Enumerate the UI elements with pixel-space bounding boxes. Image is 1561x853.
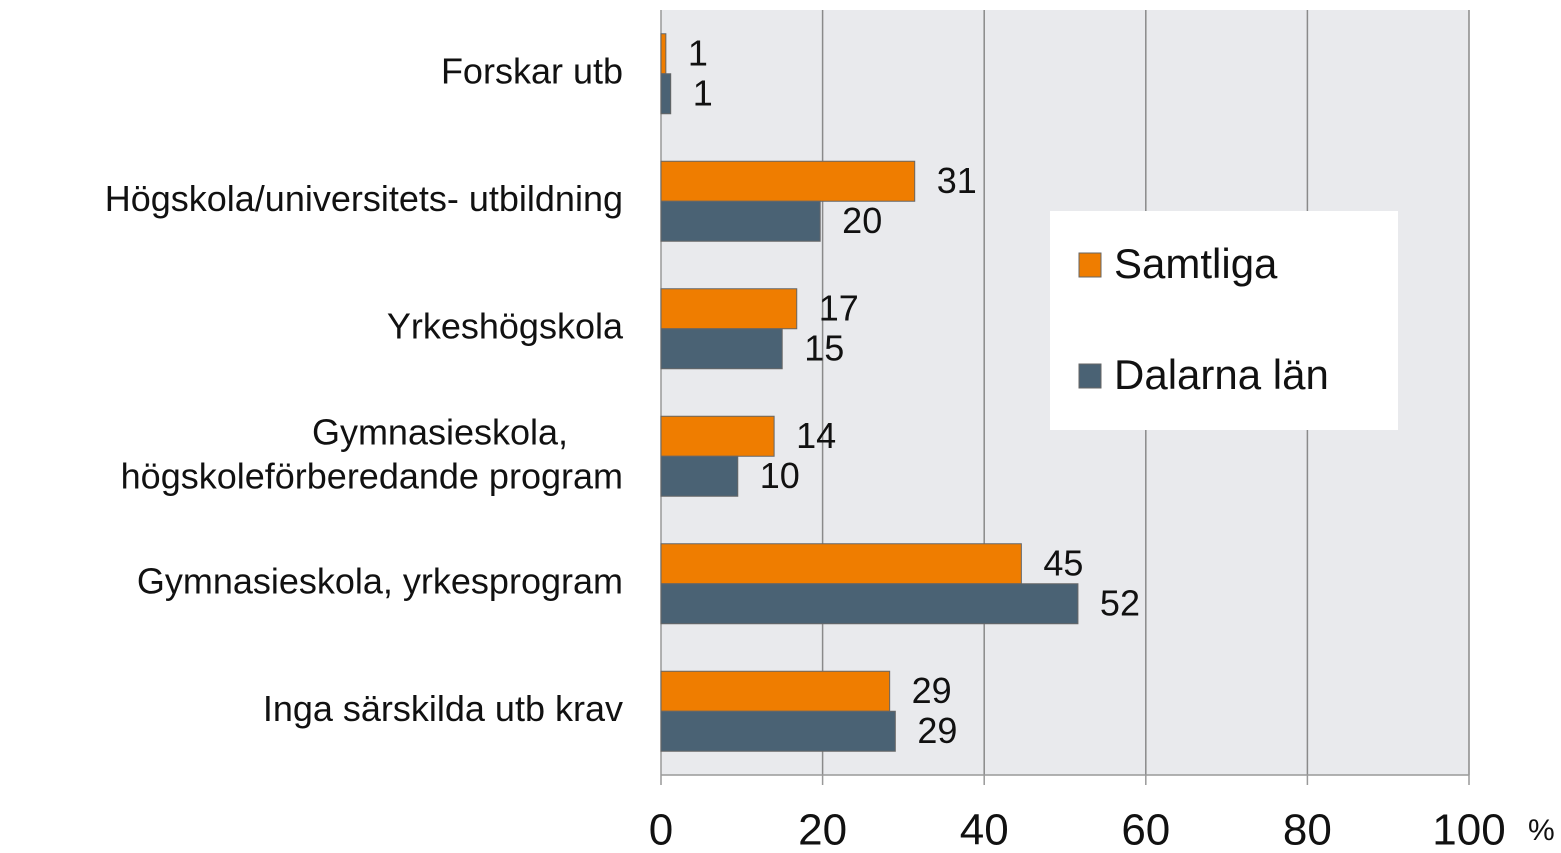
x-tick-label: 40 bbox=[960, 806, 1009, 853]
value-label: 29 bbox=[912, 670, 952, 711]
bar bbox=[660, 710, 896, 752]
legend-label: Dalarna län bbox=[1114, 351, 1329, 398]
legend-swatch bbox=[1078, 363, 1102, 389]
bar bbox=[660, 415, 775, 457]
y-tick-label: Yrkeshögskola bbox=[387, 305, 624, 346]
value-label: 29 bbox=[917, 710, 957, 751]
bar bbox=[660, 455, 739, 497]
y-tick-label: Gymnasieskola, yrkesprogram bbox=[137, 560, 623, 601]
value-label: 10 bbox=[760, 455, 800, 496]
bar bbox=[660, 543, 1022, 585]
bar bbox=[660, 583, 1079, 625]
bar bbox=[660, 288, 798, 330]
value-label: 20 bbox=[842, 200, 882, 241]
legend-swatch bbox=[1078, 252, 1102, 278]
y-tick-label: Högskola/universitets- utbildning bbox=[105, 178, 623, 219]
y-tick-label: Forskar utb bbox=[441, 50, 623, 91]
y-tick-label: Inga särskilda utb krav bbox=[263, 688, 623, 729]
bar bbox=[660, 670, 891, 712]
value-label: 14 bbox=[796, 415, 836, 456]
x-axis-label: % bbox=[1528, 814, 1555, 847]
value-label: 52 bbox=[1100, 582, 1140, 623]
bar bbox=[660, 328, 783, 370]
value-label: 1 bbox=[693, 72, 713, 113]
x-tick-label: 60 bbox=[1121, 806, 1170, 853]
value-label: 17 bbox=[819, 287, 859, 328]
x-tick-label: 20 bbox=[798, 806, 847, 853]
bar bbox=[660, 200, 821, 242]
legend-label: Samtliga bbox=[1114, 240, 1278, 287]
legend bbox=[1050, 211, 1398, 430]
value-label: 1 bbox=[688, 32, 708, 73]
bar bbox=[660, 33, 667, 75]
x-tick-label: 0 bbox=[649, 806, 673, 853]
value-label: 15 bbox=[804, 327, 844, 368]
x-tick-label: 100 bbox=[1432, 806, 1505, 853]
value-label: 31 bbox=[937, 160, 977, 201]
x-tick-label: 80 bbox=[1283, 806, 1332, 853]
value-label: 45 bbox=[1043, 542, 1083, 583]
bar bbox=[660, 160, 916, 202]
y-tick-label: Gymnasieskola, högskoleförberedande progr… bbox=[121, 411, 623, 496]
bar bbox=[660, 73, 672, 115]
